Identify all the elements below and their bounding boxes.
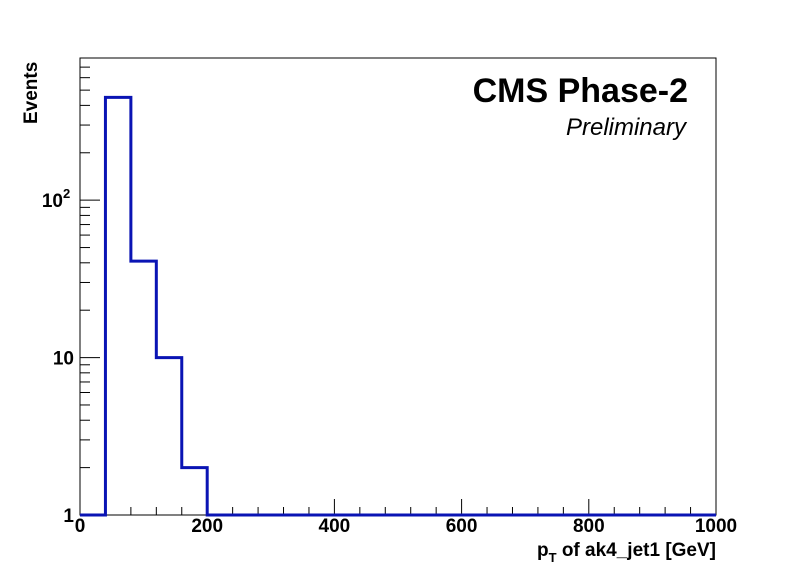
- y-tick-label: 10: [53, 349, 74, 370]
- histogram-series: [80, 95, 716, 517]
- x-axis-title-sub: T: [549, 550, 557, 565]
- x-axis-title: pT of ak4_jet1 [GeV]: [537, 540, 716, 565]
- x-tick-label: 200: [191, 516, 223, 537]
- x-axis-title-rest: of ak4_jet1 [GeV]: [557, 540, 716, 561]
- x-tick-label: 800: [573, 516, 605, 537]
- y-tick-exponent: 2: [63, 186, 70, 201]
- chart-title: CMS Phase-2: [473, 72, 688, 110]
- x-axis-title-p: p: [537, 540, 549, 561]
- x-tick-label: 400: [319, 516, 351, 537]
- x-tick-label: 0: [75, 516, 86, 537]
- y-tick-label: 1: [63, 506, 74, 527]
- x-tick-label: 600: [446, 516, 478, 537]
- y-tick-label: 10: [42, 191, 63, 212]
- chart-subtitle: Preliminary: [566, 114, 688, 141]
- x-tick-labels: 0 200 400 600 800 1000: [75, 516, 737, 537]
- y-axis-title: Events: [21, 62, 42, 124]
- x-tick-label: 1000: [695, 516, 737, 537]
